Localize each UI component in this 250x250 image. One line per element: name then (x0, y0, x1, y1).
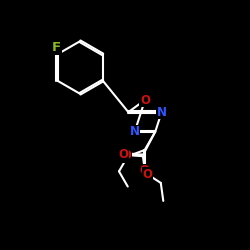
Text: N: N (130, 125, 140, 138)
Text: O: O (140, 94, 150, 106)
Text: O: O (140, 164, 150, 177)
Text: O: O (122, 149, 132, 162)
Text: O: O (142, 168, 152, 181)
Text: N: N (157, 106, 167, 118)
Text: O: O (118, 148, 128, 161)
Text: F: F (52, 41, 61, 54)
